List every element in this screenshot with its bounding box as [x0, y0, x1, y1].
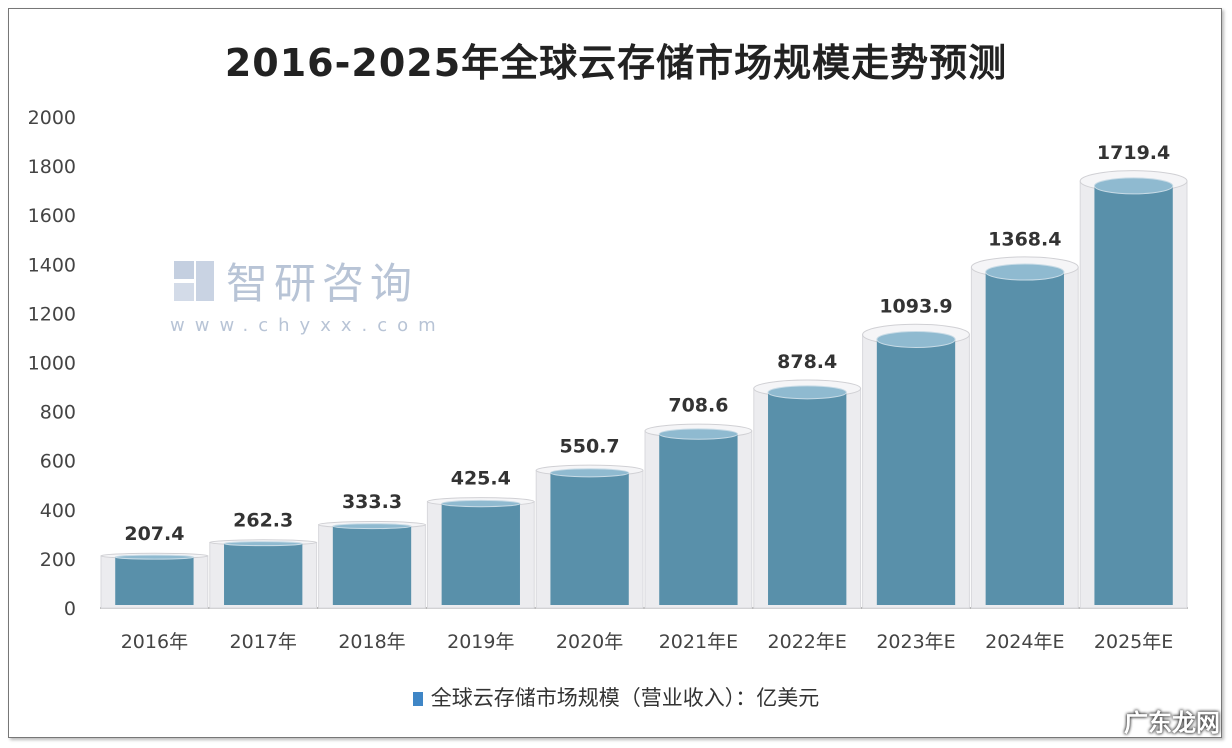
data-label: 708.6 [668, 395, 728, 417]
bar-top [332, 523, 412, 530]
bar-top [1093, 177, 1174, 195]
bar-top [114, 554, 195, 560]
data-label: 425.4 [451, 468, 511, 490]
x-tick-label: 2019年 [447, 631, 514, 653]
watermark-logo-icon [174, 260, 214, 301]
chart-title: 2016-2025年全球云存储市场规模走势预测 [224, 41, 1008, 85]
watermark-name: 智研咨询 [226, 259, 419, 308]
data-label: 262.3 [233, 509, 293, 531]
bar-top [441, 499, 521, 508]
x-tick-label: 2024年E [985, 631, 1064, 653]
y-tick-label: 800 [40, 402, 76, 424]
legend: 全球云存储市场规模（营业收入）：亿美元 [0, 682, 1232, 712]
y-tick-label: 600 [40, 451, 76, 473]
x-tick-label: 2016年 [121, 631, 188, 653]
bar [115, 557, 194, 605]
x-tick-label: 2021年E [659, 631, 738, 653]
bar [659, 434, 738, 605]
y-tick-label: 1600 [28, 205, 76, 227]
data-label: 1368.4 [988, 228, 1061, 250]
bar [985, 272, 1064, 605]
x-tick-label: 2025年E [1094, 631, 1173, 653]
bar [332, 526, 412, 605]
data-label: 1719.4 [1097, 142, 1170, 164]
y-tick-label: 200 [40, 549, 76, 571]
x-tick-label: 2023年E [876, 631, 955, 653]
bar-top [223, 541, 303, 547]
bar [876, 339, 956, 605]
bar [768, 392, 847, 605]
data-label: 550.7 [560, 435, 620, 457]
bar-top [767, 385, 847, 400]
y-tick-label: 1000 [28, 353, 76, 375]
y-tick-label: 0 [64, 598, 76, 620]
bar [550, 472, 629, 605]
bar [1094, 185, 1173, 605]
y-tick-label: 1400 [28, 254, 76, 276]
x-tick-label: 2022年E [768, 631, 847, 653]
data-label: 1093.9 [879, 296, 952, 318]
x-tick-label: 2018年 [338, 631, 405, 653]
watermark-url: www.chyxx.com [170, 315, 446, 336]
y-tick-label: 2000 [28, 107, 76, 129]
watermark: 智研咨询 www.chyxx.com [170, 250, 446, 336]
y-tick-label: 400 [40, 500, 76, 522]
legend-swatch [412, 692, 423, 706]
x-tick-label: 2020年 [556, 631, 623, 653]
bar [441, 503, 520, 605]
bar-top [876, 330, 956, 348]
y-tick-label: 1200 [28, 303, 76, 325]
bar [224, 543, 303, 605]
bar-top [549, 468, 630, 478]
bar-top [658, 428, 739, 440]
x-tick-label: 2017年 [230, 631, 297, 653]
data-label: 878.4 [777, 351, 837, 373]
bar-top [985, 263, 1065, 281]
data-label: 333.3 [342, 491, 402, 513]
legend-label: 全球云存储市场规模（营业收入）：亿美元 [430, 686, 820, 710]
corner-watermark: 广东龙网 [1124, 709, 1220, 737]
data-label: 207.4 [124, 523, 184, 545]
y-tick-label: 1800 [28, 156, 76, 178]
